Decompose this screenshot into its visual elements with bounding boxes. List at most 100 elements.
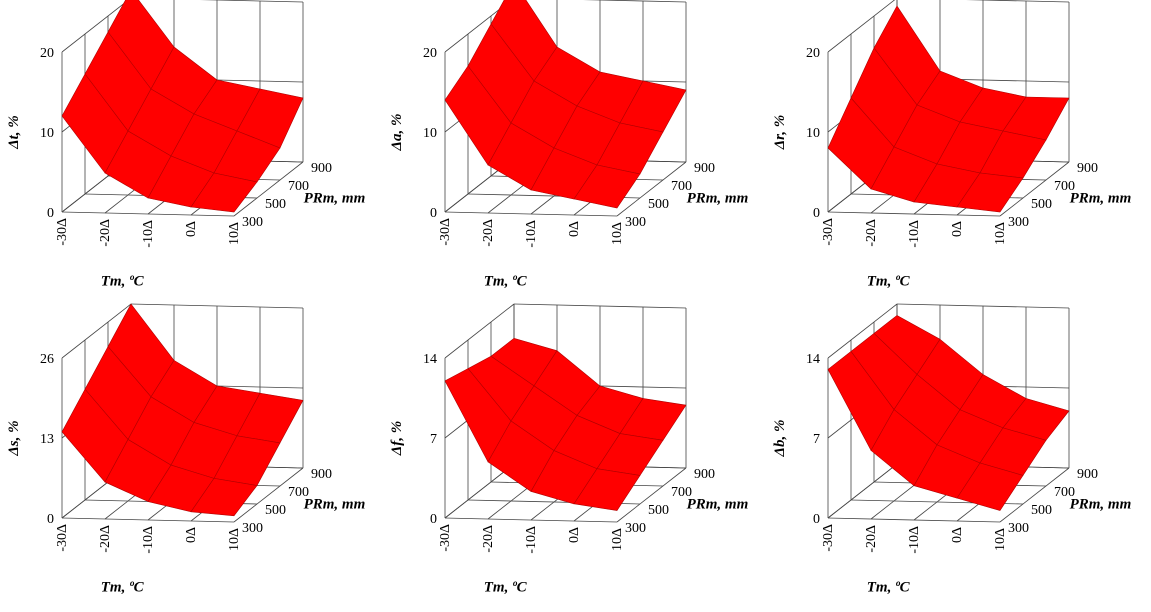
grid-line bbox=[827, 303, 898, 359]
x-tick-label: -20Δ bbox=[481, 525, 496, 553]
z-axis-label: Δs, % bbox=[6, 420, 22, 456]
z-tick-label: 0 bbox=[813, 206, 820, 221]
y-tick-label: 500 bbox=[648, 197, 669, 212]
z-tick-label: 0 bbox=[47, 512, 54, 527]
x-axis-label: Tm, ºC bbox=[484, 579, 528, 595]
y-tick-label: 900 bbox=[694, 161, 715, 176]
floor-line bbox=[999, 161, 1070, 217]
grid-line bbox=[827, 0, 896, 53]
y-tick-label: 700 bbox=[1054, 485, 1075, 500]
z-tick-label: 14 bbox=[806, 352, 820, 367]
x-tick-label: 0Δ bbox=[950, 527, 965, 543]
z-tick-label: 0 bbox=[430, 512, 437, 527]
x-tick-label: -10Δ bbox=[907, 220, 922, 248]
y-axis-label: PRm, mm bbox=[1070, 496, 1132, 512]
y-tick-label: 300 bbox=[1008, 521, 1029, 536]
x-axis-label: Tm, ºC bbox=[484, 273, 528, 289]
x-axis-label: Tm, ºC bbox=[101, 273, 145, 289]
z-tick-label: 20 bbox=[806, 46, 820, 61]
x-tick-label: 10Δ bbox=[610, 528, 625, 551]
y-tick-label: 300 bbox=[242, 215, 263, 230]
x-tick-label: -30Δ bbox=[821, 218, 836, 246]
y-tick-label: 700 bbox=[288, 179, 309, 194]
x-tick-label: 10Δ bbox=[227, 528, 242, 551]
z-tick-label: 20 bbox=[40, 46, 54, 61]
y-axis-label: PRm, mm bbox=[687, 496, 749, 512]
y-tick-label: 500 bbox=[265, 197, 286, 212]
grid-line bbox=[896, 303, 1070, 309]
y-tick-label: 300 bbox=[242, 521, 263, 536]
y-tick-label: 500 bbox=[265, 503, 286, 518]
y-tick-label: 900 bbox=[1077, 161, 1098, 176]
y-tick-label: 300 bbox=[625, 215, 646, 230]
y-tick-label: 900 bbox=[1077, 467, 1098, 482]
z-tick-label: 10 bbox=[40, 126, 54, 141]
grid-line bbox=[965, 0, 1070, 3]
y-tick-label: 900 bbox=[694, 467, 715, 482]
grid-line bbox=[513, 303, 687, 309]
floor-line bbox=[616, 161, 687, 217]
z-tick-label: 20 bbox=[423, 46, 437, 61]
x-tick-label: 0Δ bbox=[567, 527, 582, 543]
x-tick-label: -20Δ bbox=[98, 525, 113, 553]
grid-line bbox=[582, 0, 687, 3]
surface-patch bbox=[573, 164, 641, 209]
y-tick-label: 300 bbox=[1008, 215, 1029, 230]
z-axis-label: Δt, % bbox=[6, 115, 22, 150]
x-axis-label: Tm, ºC bbox=[867, 579, 911, 595]
z-tick-label: 7 bbox=[430, 432, 437, 447]
x-tick-label: 0Δ bbox=[184, 221, 199, 237]
x-tick-label: 0Δ bbox=[567, 221, 582, 237]
y-tick-label: 900 bbox=[311, 467, 332, 482]
x-tick-label: -10Δ bbox=[141, 220, 156, 248]
grid-line bbox=[827, 463, 898, 519]
x-tick-label: -30Δ bbox=[438, 218, 453, 246]
floor-line bbox=[233, 467, 304, 523]
y-tick-label: 700 bbox=[671, 485, 692, 500]
x-axis-label: Tm, ºC bbox=[867, 273, 911, 289]
x-tick-label: -30Δ bbox=[438, 524, 453, 552]
x-tick-label: 10Δ bbox=[227, 222, 242, 245]
grid-line bbox=[61, 0, 130, 53]
x-tick-label: 0Δ bbox=[950, 221, 965, 237]
y-tick-label: 300 bbox=[625, 521, 646, 536]
surface-patch bbox=[573, 468, 641, 511]
z-axis-label: Δf, % bbox=[389, 421, 405, 456]
x-tick-label: -30Δ bbox=[821, 524, 836, 552]
x-tick-label: 10Δ bbox=[993, 222, 1008, 245]
z-tick-label: 26 bbox=[40, 352, 54, 367]
surface-patch bbox=[190, 172, 258, 213]
x-tick-label: -30Δ bbox=[55, 218, 70, 246]
floor-line bbox=[999, 467, 1070, 523]
x-tick-label: -10Δ bbox=[141, 526, 156, 554]
z-axis-label: Δb, % bbox=[772, 420, 788, 458]
x-tick-label: 0Δ bbox=[184, 527, 199, 543]
z-tick-label: 14 bbox=[423, 352, 437, 367]
y-tick-label: 700 bbox=[1054, 179, 1075, 194]
surface-patch bbox=[956, 172, 1024, 213]
x-tick-label: -20Δ bbox=[864, 525, 879, 553]
floor-line bbox=[616, 467, 687, 523]
x-tick-label: 10Δ bbox=[993, 528, 1008, 551]
grid-line bbox=[199, 0, 304, 3]
grid-line bbox=[61, 303, 132, 359]
y-axis-label: PRm, mm bbox=[304, 190, 366, 206]
x-axis-label: Tm, ºC bbox=[101, 579, 145, 595]
y-tick-label: 500 bbox=[1031, 197, 1052, 212]
y-axis-label: PRm, mm bbox=[687, 190, 749, 206]
z-tick-label: 0 bbox=[430, 206, 437, 221]
z-tick-label: 7 bbox=[813, 432, 820, 447]
y-axis-label: PRm, mm bbox=[1070, 190, 1132, 206]
z-tick-label: 10 bbox=[423, 126, 437, 141]
z-tick-label: 0 bbox=[813, 512, 820, 527]
y-tick-label: 500 bbox=[648, 503, 669, 518]
surface-patch bbox=[956, 462, 1024, 511]
grid-line bbox=[444, 463, 515, 519]
x-tick-label: -30Δ bbox=[55, 524, 70, 552]
